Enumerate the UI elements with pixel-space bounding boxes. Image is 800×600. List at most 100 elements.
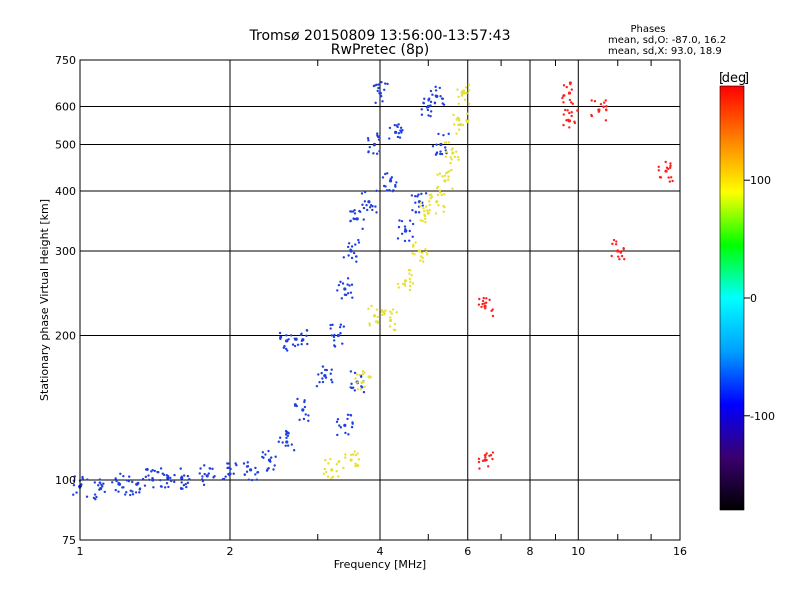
data-point [242, 462, 246, 465]
data-point [325, 368, 329, 372]
data-point [98, 481, 102, 484]
data-point [435, 143, 438, 146]
data-point [411, 208, 414, 212]
data-point [414, 241, 417, 244]
data-point [669, 164, 672, 167]
data-point [354, 453, 358, 457]
data-point [317, 373, 320, 376]
x-tick-label: 8 [527, 545, 534, 558]
data-point [618, 250, 622, 253]
data-point [349, 210, 352, 213]
data-point [449, 161, 452, 165]
data-point [180, 475, 183, 478]
data-point [165, 482, 169, 485]
data-point [103, 490, 106, 494]
data-point [565, 119, 568, 122]
y-tick-label: 200 [55, 330, 76, 343]
data-point [447, 178, 450, 181]
data-point [478, 467, 481, 470]
data-point [122, 486, 125, 489]
data-point [287, 338, 290, 341]
data-point [367, 200, 371, 204]
data-point [481, 299, 485, 303]
data-point [265, 469, 269, 472]
data-point [321, 377, 324, 380]
data-point [254, 473, 257, 476]
data-point [284, 444, 287, 447]
data-point [285, 436, 288, 440]
data-point [222, 477, 226, 481]
data-point [420, 113, 424, 116]
data-point [232, 472, 235, 475]
data-point [199, 467, 202, 470]
data-point [346, 292, 350, 295]
data-point [396, 125, 399, 129]
data-point [81, 477, 84, 481]
data-point [376, 132, 379, 135]
data-point [426, 108, 430, 112]
data-point [478, 297, 481, 301]
data-point [357, 458, 361, 461]
data-point [134, 491, 138, 494]
data-point [377, 86, 380, 90]
data-point [386, 82, 389, 86]
data-point [410, 274, 413, 277]
data-point [360, 192, 364, 195]
data-point [420, 251, 424, 254]
data-point [353, 389, 357, 392]
data-point [346, 283, 349, 286]
data-point [408, 288, 412, 292]
data-point [348, 284, 351, 287]
data-point [369, 376, 372, 379]
data-point [285, 334, 288, 337]
data-point [400, 219, 404, 223]
data-point [72, 493, 75, 496]
data-point [458, 123, 463, 127]
data-point [95, 495, 98, 499]
data-point [355, 373, 359, 376]
data-point [163, 486, 167, 489]
data-point [336, 418, 340, 421]
data-point [150, 470, 153, 473]
data-point [615, 240, 618, 243]
data-point [445, 171, 448, 175]
data-point [301, 409, 304, 412]
data-point [166, 475, 170, 478]
data-point [356, 381, 359, 384]
data-point [354, 243, 357, 246]
data-point [294, 338, 297, 341]
data-point [451, 187, 454, 190]
data-point [414, 194, 417, 198]
data-point [384, 185, 387, 188]
data-point [127, 475, 131, 478]
data-point [622, 247, 625, 250]
data-point [374, 205, 377, 208]
data-point [403, 239, 407, 243]
data-point [381, 100, 384, 103]
data-point [267, 466, 270, 470]
data-point [340, 297, 344, 300]
data-point [341, 282, 345, 285]
data-point [426, 211, 430, 215]
data-point [429, 114, 432, 118]
data-point [599, 102, 603, 106]
data-point [427, 114, 430, 117]
data-point [367, 375, 370, 379]
data-point [123, 493, 127, 496]
data-point [392, 189, 395, 192]
data-point [350, 283, 354, 286]
data-point [377, 138, 381, 141]
x-tick-labels: 1 2 4 6 8 10 16 [77, 545, 688, 558]
data-point [424, 192, 428, 195]
plot-frame [79, 59, 681, 541]
data-point [489, 453, 493, 457]
data-point [456, 155, 460, 159]
data-point [283, 344, 286, 348]
data-point [590, 114, 594, 118]
data-point [159, 467, 163, 470]
x-axis-label: Frequency [MHz] [334, 558, 426, 571]
x-tick-label: 2 [227, 545, 234, 558]
data-point [211, 467, 214, 471]
data-point [568, 98, 572, 102]
